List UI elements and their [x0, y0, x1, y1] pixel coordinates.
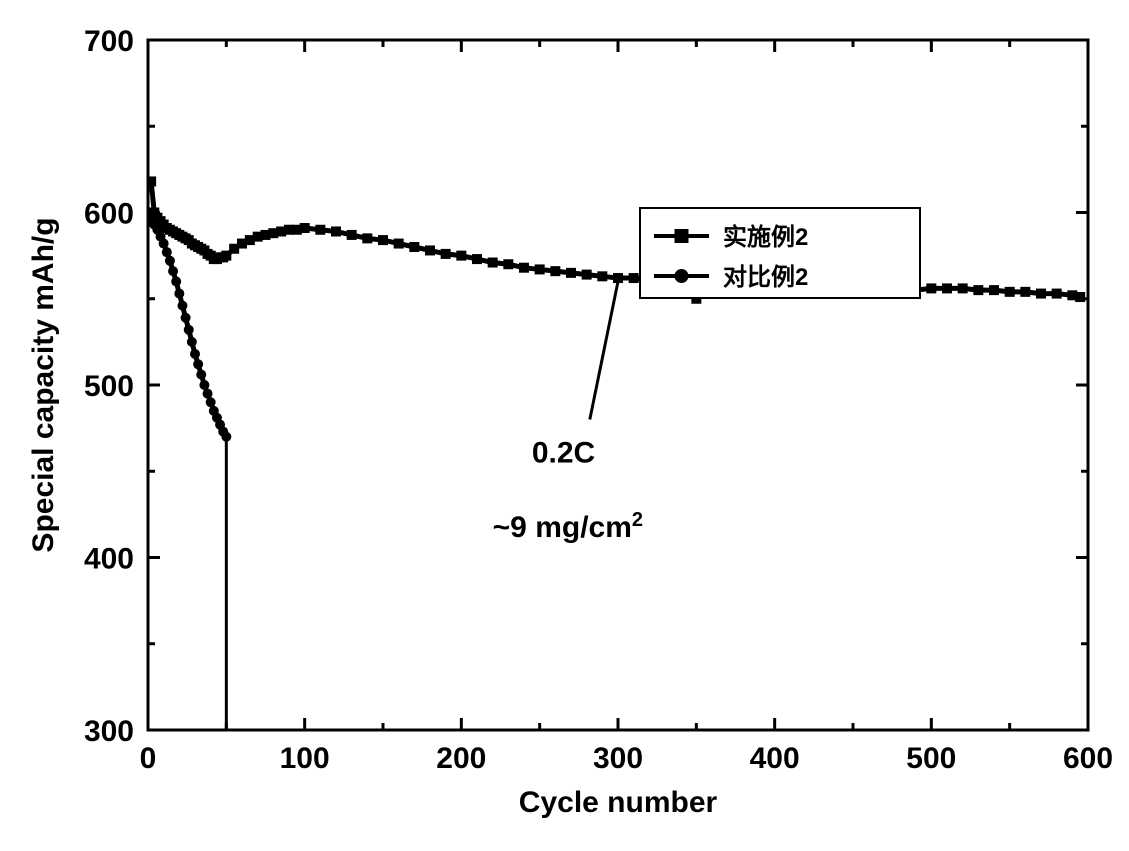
legend-item-label: 对比例2 — [723, 264, 808, 291]
y-tick-label: 500 — [84, 370, 134, 403]
x-tick-label: 100 — [280, 742, 330, 775]
x-tick-label: 400 — [750, 742, 800, 775]
legend: 实施例2 对比例2 — [640, 208, 920, 298]
x-tick-label: 500 — [906, 742, 956, 775]
x-tick-label: 200 — [436, 742, 486, 775]
chart-annotation: 0.2C — [532, 437, 595, 470]
y-axis-label: Special capacity mAh/g — [27, 217, 60, 552]
y-tick-label: 700 — [84, 25, 134, 58]
y-tick-label: 600 — [84, 198, 134, 231]
legend-item-label: 实施例2 — [723, 223, 808, 251]
x-axis-label: Cycle number — [519, 786, 718, 819]
x-tick-label: 300 — [593, 742, 643, 775]
y-tick-label: 300 — [84, 715, 134, 748]
x-tick-label: 0 — [140, 742, 157, 775]
chart-annotation: ~9 mg/cm2 — [493, 509, 643, 544]
chart-svg: 0 100 200 300 400 500 600 300 400 500 600 700 Cycle … — [0, 0, 1129, 851]
capacity-vs-cycle-chart: 0 100 200 300 400 500 600 300 400 500 600 700 Cycle … — [0, 0, 1129, 851]
x-tick-label: 600 — [1063, 742, 1113, 775]
y-tick-label: 400 — [84, 543, 134, 576]
